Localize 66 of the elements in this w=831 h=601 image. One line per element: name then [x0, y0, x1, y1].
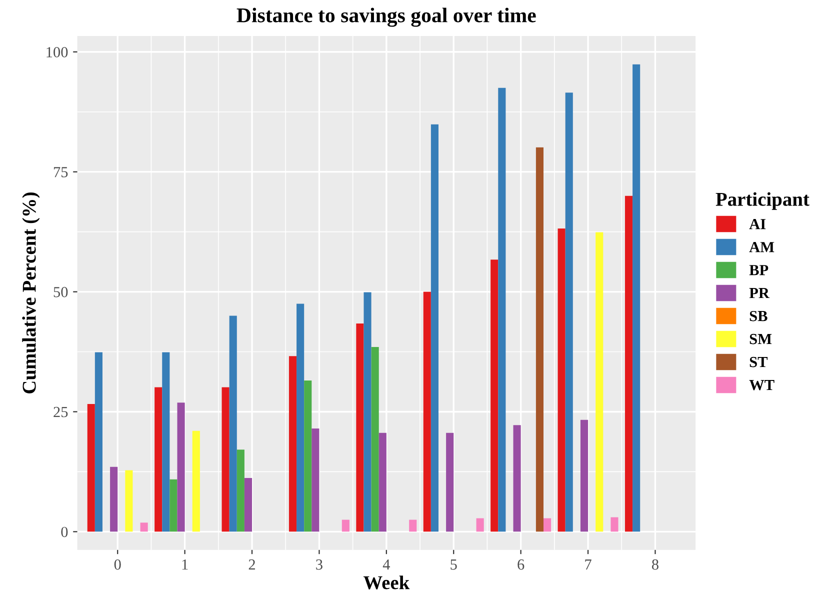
- y-tick-label: 25: [54, 406, 68, 418]
- legend-label: PR: [749, 288, 770, 298]
- bar: [154, 387, 162, 532]
- bar: [304, 380, 312, 532]
- bar: [229, 316, 237, 532]
- bar: [244, 478, 252, 532]
- y-tick-label: 75: [54, 167, 68, 178]
- y-tick-label: 50: [54, 286, 68, 298]
- x-tick-label: 3: [316, 559, 322, 570]
- bar: [513, 425, 521, 532]
- bar: [236, 450, 244, 532]
- bar: [632, 64, 640, 532]
- legend-label: WT: [749, 380, 774, 390]
- legend-label: BP: [749, 265, 768, 276]
- bar: [490, 260, 498, 532]
- x-tick-label: 5: [450, 560, 457, 570]
- legend-label: ST: [750, 356, 768, 368]
- bar: [610, 517, 618, 532]
- legend-label: AM: [749, 242, 774, 252]
- bar: [356, 323, 364, 532]
- chart-title: Distance to savings goal over time: [236, 8, 536, 27]
- legend-title: Participant: [716, 192, 810, 210]
- bar: [565, 92, 573, 532]
- bar: [364, 292, 372, 532]
- x-tick-label: 1: [182, 559, 188, 570]
- bar: [624, 196, 633, 532]
- x-axis-title: Week: [363, 576, 410, 590]
- bar: [476, 518, 484, 532]
- x-tick-label: 7: [585, 560, 592, 570]
- y-tick-label: 0: [61, 526, 68, 538]
- bar: [87, 404, 95, 532]
- bar: [94, 352, 102, 532]
- bar: [342, 520, 350, 532]
- x-tick-label: 4: [382, 559, 390, 570]
- bar: [288, 356, 297, 532]
- bar: [596, 232, 604, 532]
- legend-label: SB: [750, 310, 768, 322]
- bar: [177, 402, 185, 532]
- bar: [192, 430, 200, 532]
- bar: [498, 88, 506, 532]
- x-tick-label: 2: [248, 559, 255, 570]
- bar: [296, 304, 304, 532]
- bar: [170, 479, 178, 532]
- bar: [558, 228, 566, 532]
- y-tick-label: 100: [46, 47, 68, 58]
- bar: [222, 387, 230, 532]
- x-tick-label: 0: [114, 559, 121, 570]
- x-tick-label: 6: [518, 559, 524, 570]
- bar: [371, 346, 379, 532]
- bar: [110, 466, 118, 532]
- bar: [140, 522, 148, 532]
- bar: [430, 124, 438, 532]
- bar: [423, 292, 431, 532]
- y-axis-title: Cumulative Percent (%): [22, 192, 40, 394]
- bar: [446, 432, 454, 532]
- x-tick-label: 8: [652, 559, 658, 570]
- bar: [162, 352, 170, 532]
- bar: [544, 518, 552, 532]
- bar: [125, 470, 133, 532]
- bar: [409, 520, 417, 532]
- bar: [580, 420, 588, 532]
- bar: [378, 432, 386, 532]
- legend-label: SM: [750, 334, 772, 344]
- legend-label: AI: [749, 218, 766, 230]
- bar: [312, 428, 320, 532]
- bar: [536, 147, 544, 532]
